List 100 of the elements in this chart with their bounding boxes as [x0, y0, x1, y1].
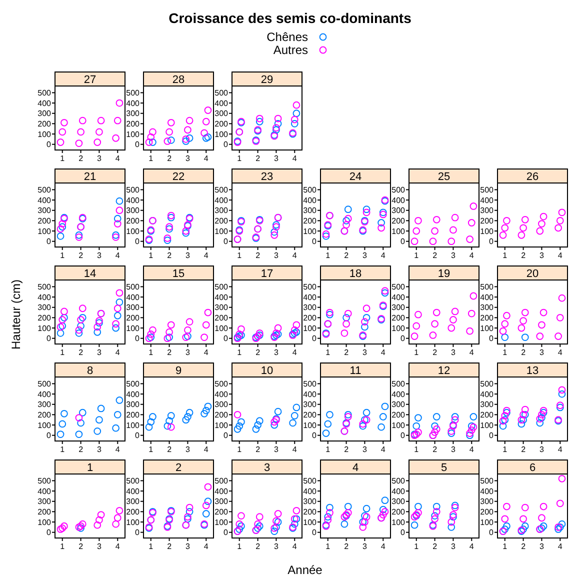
point [410, 332, 418, 340]
point [252, 425, 260, 433]
point [184, 413, 192, 420]
point [470, 413, 478, 420]
point [451, 413, 459, 420]
y-tick-label: 500 [38, 380, 52, 389]
point [521, 216, 529, 224]
point [96, 128, 103, 136]
point [540, 308, 548, 316]
y-tick-label: 400 [480, 196, 494, 205]
point [186, 508, 194, 516]
point [78, 116, 86, 124]
y-tick-label: 500 [303, 186, 318, 195]
y-tick-label: 100 [303, 420, 318, 430]
y-tick-label: 200 [38, 216, 52, 226]
point [556, 500, 564, 508]
point [340, 329, 348, 337]
chart-title: 13 [526, 364, 539, 377]
y-tick-label: 200 [126, 119, 140, 128]
y-tick-label: 300 [214, 109, 229, 118]
x-tick-label: 1 [237, 445, 242, 454]
point [558, 474, 566, 482]
point [234, 410, 242, 418]
point [499, 231, 507, 239]
point [274, 324, 282, 332]
x-tick-label: 3 [362, 445, 368, 454]
chart-title: 8 [86, 364, 94, 377]
y-tick-label: 500 [392, 476, 406, 486]
point [499, 422, 507, 430]
point [186, 134, 194, 142]
x-tick-label: 4 [204, 251, 209, 260]
point [540, 212, 548, 220]
point [94, 427, 102, 435]
y-tick-label: 200 [38, 119, 52, 128]
x-tick-label: 1 [60, 542, 66, 551]
x-tick-label: 2 [78, 348, 84, 357]
y-tick-label: 500 [392, 380, 406, 389]
point [56, 232, 64, 240]
point [270, 231, 278, 239]
legend-label: Chênes [266, 30, 308, 44]
point [75, 414, 83, 422]
y-tick-label: 400 [126, 98, 140, 108]
x-tick-label: 2 [167, 542, 172, 551]
y-tick-label: 400 [392, 196, 406, 205]
y-tick-label: 0 [224, 334, 229, 344]
x-tick-label: 1 [326, 445, 331, 454]
point [361, 323, 368, 331]
x-tick-label: 3 [274, 445, 279, 454]
point [75, 140, 83, 147]
point [290, 120, 298, 128]
y-tick-label: 0 [400, 431, 406, 440]
x-tick-label: 1 [326, 542, 331, 551]
point [432, 413, 440, 420]
point [344, 206, 352, 214]
point [450, 226, 457, 234]
point [340, 520, 348, 528]
point [112, 520, 120, 528]
x-tick-label: 4 [204, 445, 209, 454]
point [558, 520, 566, 528]
point [77, 128, 84, 136]
y-tick-label: 300 [38, 206, 52, 216]
y-tick-label: 0 [224, 528, 229, 538]
x-tick-label: 3 [96, 542, 102, 551]
y-tick-label: 200 [303, 507, 318, 516]
y-tick-label: 400 [126, 390, 140, 399]
point [466, 432, 474, 440]
point [96, 516, 103, 524]
point [97, 511, 105, 518]
point [362, 304, 370, 312]
chart-title: 27 [84, 74, 96, 86]
point [521, 522, 529, 530]
point [204, 133, 212, 141]
y-tick-label: 100 [38, 226, 52, 236]
point [324, 513, 332, 521]
y-tick-label: 300 [480, 206, 494, 216]
x-tick-label: 4 [380, 251, 386, 260]
point [429, 332, 437, 339]
x-tick-label: 3 [539, 348, 544, 357]
chart-title: 21 [84, 170, 96, 183]
y-tick-label: 300 [126, 497, 140, 506]
point [256, 417, 264, 425]
point [200, 334, 208, 341]
y-tick-label: 300 [303, 206, 318, 216]
x-tick-label: 2 [256, 542, 261, 551]
point [554, 332, 562, 340]
chart-title: 24 [349, 170, 362, 183]
x-tick-label: 1 [326, 251, 331, 260]
x-tick-label: 4 [204, 542, 209, 551]
point [97, 116, 105, 124]
point [450, 513, 457, 521]
point [503, 522, 510, 530]
x-tick-label: 4 [469, 251, 474, 260]
point [558, 390, 566, 398]
point [186, 116, 194, 124]
point [558, 294, 566, 302]
point [470, 292, 478, 300]
chart-title: 6 [529, 462, 536, 474]
x-tick-label: 3 [539, 251, 544, 260]
point [540, 502, 548, 510]
point [202, 134, 210, 142]
